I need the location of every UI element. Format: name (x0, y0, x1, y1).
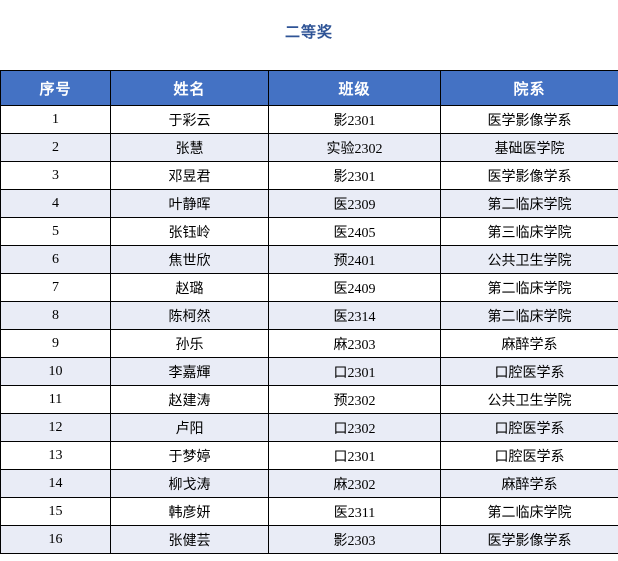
column-header-name: 姓名 (110, 70, 269, 106)
class-cell: 医2409 (268, 273, 441, 302)
name-cell: 张慧 (110, 133, 269, 162)
class-cell: 影2301 (268, 105, 441, 134)
class-cell: 医2311 (268, 497, 441, 526)
table-row: 3 邓昱君 影2301 医学影像学系 (0, 161, 618, 190)
row-number-cell: 3 (0, 161, 111, 190)
column-header-class: 班级 (268, 70, 441, 106)
department-cell: 第二临床学院 (440, 273, 618, 302)
row-number-cell: 8 (0, 301, 111, 330)
department-cell: 口腔医学系 (440, 441, 618, 470)
table-row: 4 叶静晖 医2309 第二临床学院 (0, 189, 618, 218)
name-cell: 于梦婷 (110, 441, 269, 470)
name-cell: 叶静晖 (110, 189, 269, 218)
row-number-cell: 10 (0, 357, 111, 386)
table-row: 14 柳戈涛 麻2302 麻醉学系 (0, 469, 618, 498)
table-row: 6 焦世欣 预2401 公共卫生学院 (0, 245, 618, 274)
row-number-cell: 14 (0, 469, 111, 498)
department-cell: 麻醉学系 (440, 329, 618, 358)
row-number-cell: 1 (0, 105, 111, 134)
table-row: 9 孙乐 麻2303 麻醉学系 (0, 329, 618, 358)
row-number-cell: 16 (0, 525, 111, 554)
table-head: 序号 姓名 班级 院系 (0, 70, 618, 106)
row-number-cell: 13 (0, 441, 111, 470)
class-cell: 医2405 (268, 217, 441, 246)
department-cell: 第二临床学院 (440, 497, 618, 526)
class-cell: 影2301 (268, 161, 441, 190)
department-cell: 医学影像学系 (440, 161, 618, 190)
department-cell: 公共卫生学院 (440, 245, 618, 274)
row-number-cell: 7 (0, 273, 111, 302)
table-row: 15 韩彦妍 医2311 第二临床学院 (0, 497, 618, 526)
table-row: 11 赵建涛 预2302 公共卫生学院 (0, 385, 618, 414)
table-row: 7 赵璐 医2409 第二临床学院 (0, 273, 618, 302)
table-row: 16 张健芸 影2303 医学影像学系 (0, 525, 618, 554)
table-row: 2 张慧 实验2302 基础医学院 (0, 133, 618, 162)
table-row: 1 于彩云 影2301 医学影像学系 (0, 105, 618, 134)
department-cell: 第三临床学院 (440, 217, 618, 246)
name-cell: 赵璐 (110, 273, 269, 302)
class-cell: 实验2302 (268, 133, 441, 162)
class-cell: 医2314 (268, 301, 441, 330)
class-cell: 医2309 (268, 189, 441, 218)
class-cell: 影2303 (268, 525, 441, 554)
department-cell: 医学影像学系 (440, 525, 618, 554)
name-cell: 李嘉輝 (110, 357, 269, 386)
class-cell: 口2301 (268, 357, 441, 386)
department-cell: 口腔医学系 (440, 357, 618, 386)
class-cell: 口2302 (268, 413, 441, 442)
table-header-row: 序号 姓名 班级 院系 (0, 70, 618, 106)
department-cell: 基础医学院 (440, 133, 618, 162)
page-title: 二等奖 (284, 24, 333, 41)
department-cell: 口腔医学系 (440, 413, 618, 442)
table-row: 10 李嘉輝 口2301 口腔医学系 (0, 357, 618, 386)
table-row: 13 于梦婷 口2301 口腔医学系 (0, 441, 618, 470)
name-cell: 陈柯然 (110, 301, 269, 330)
class-cell: 麻2303 (268, 329, 441, 358)
row-number-cell: 5 (0, 217, 111, 246)
column-header-row-number: 序号 (0, 70, 111, 106)
row-number-cell: 11 (0, 385, 111, 414)
row-number-cell: 9 (0, 329, 111, 358)
table-body: 1 于彩云 影2301 医学影像学系 2 张慧 实验2302 基础医学院 3 邓昱君 影2301 医学… (0, 105, 618, 554)
name-cell: 张健芸 (110, 525, 269, 554)
name-cell: 韩彦妍 (110, 497, 269, 526)
name-cell: 赵建涛 (110, 385, 269, 414)
name-cell: 于彩云 (110, 105, 269, 134)
name-cell: 张钰岭 (110, 217, 269, 246)
table-row: 12 卢阳 口2302 口腔医学系 (0, 413, 618, 442)
name-cell: 孙乐 (110, 329, 269, 358)
department-cell: 第二临床学院 (440, 189, 618, 218)
name-cell: 卢阳 (110, 413, 269, 442)
department-cell: 麻醉学系 (440, 469, 618, 498)
department-cell: 医学影像学系 (440, 105, 618, 134)
column-header-department: 院系 (440, 70, 618, 106)
department-cell: 公共卫生学院 (440, 385, 618, 414)
name-cell: 邓昱君 (110, 161, 269, 190)
row-number-cell: 6 (0, 245, 111, 274)
row-number-cell: 4 (0, 189, 111, 218)
row-number-cell: 15 (0, 497, 111, 526)
awards-table: 序号 姓名 班级 院系 1 于彩云 影2301 医学影像学系 2 张慧 实验2302 基础医学院 3 邓… (0, 70, 618, 554)
department-cell: 第二临床学院 (440, 301, 618, 330)
class-cell: 口2301 (268, 441, 441, 470)
row-number-cell: 2 (0, 133, 111, 162)
class-cell: 预2302 (268, 385, 441, 414)
table-row: 8 陈柯然 医2314 第二临床学院 (0, 301, 618, 330)
name-cell: 柳戈涛 (110, 469, 269, 498)
class-cell: 麻2302 (268, 469, 441, 498)
row-number-cell: 12 (0, 413, 111, 442)
class-cell: 预2401 (268, 245, 441, 274)
table-row: 5 张钰岭 医2405 第三临床学院 (0, 217, 618, 246)
name-cell: 焦世欣 (110, 245, 269, 274)
